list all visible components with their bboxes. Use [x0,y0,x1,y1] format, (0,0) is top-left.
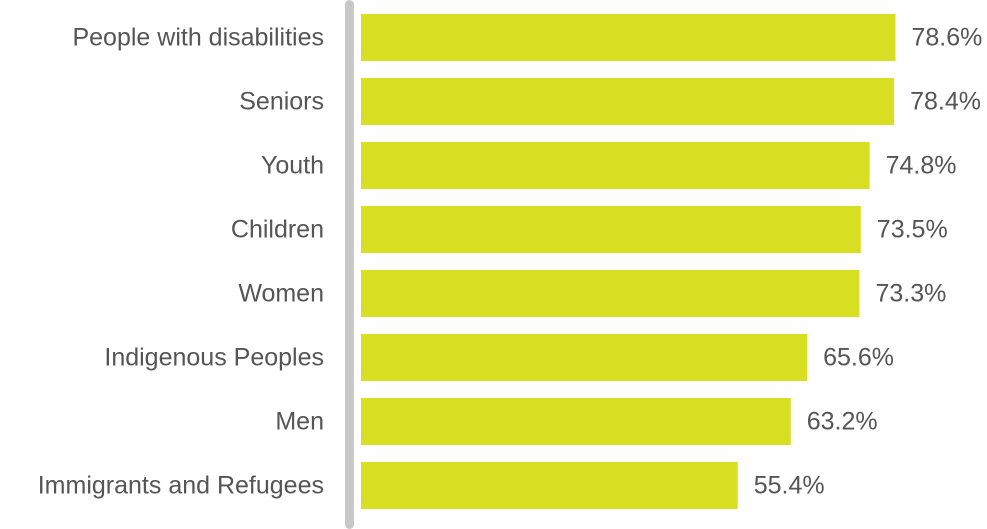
value-label-5: 65.6% [823,344,894,372]
category-labels-group: People with disabilities Seniors Youth Chil… [38,24,324,500]
category-label-6: Men [275,408,324,436]
category-label-2: Youth [261,152,324,180]
value-label-7: 55.4% [754,472,825,500]
value-label-0: 78.6% [911,24,982,52]
bar-4 [361,270,860,317]
value-label-1: 78.4% [910,88,981,116]
category-label-5: Indigenous Peoples [104,344,324,372]
category-label-7: Immigrants and Refugees [38,472,324,500]
category-label-4: Women [238,280,324,308]
bar-6 [361,398,791,445]
bar-1 [361,78,895,125]
bar-7 [361,462,738,509]
y-axis-line [345,0,354,529]
value-label-3: 73.5% [877,216,948,244]
category-label-1: Seniors [239,88,324,116]
value-labels-group: 78.6% 78.4% 74.8% 73.5% 73.3% 65.6% 63.2% 55.4% [754,24,983,500]
category-label-0: People with disabilities [72,24,324,52]
bar-2 [361,142,870,189]
bar-5 [361,334,808,381]
value-label-6: 63.2% [807,408,878,436]
bars-group [361,14,896,509]
bar-0 [361,14,896,61]
bar-3 [361,206,861,253]
value-label-4: 73.3% [875,280,946,308]
value-label-2: 74.8% [886,152,957,180]
category-label-3: Children [231,216,324,244]
